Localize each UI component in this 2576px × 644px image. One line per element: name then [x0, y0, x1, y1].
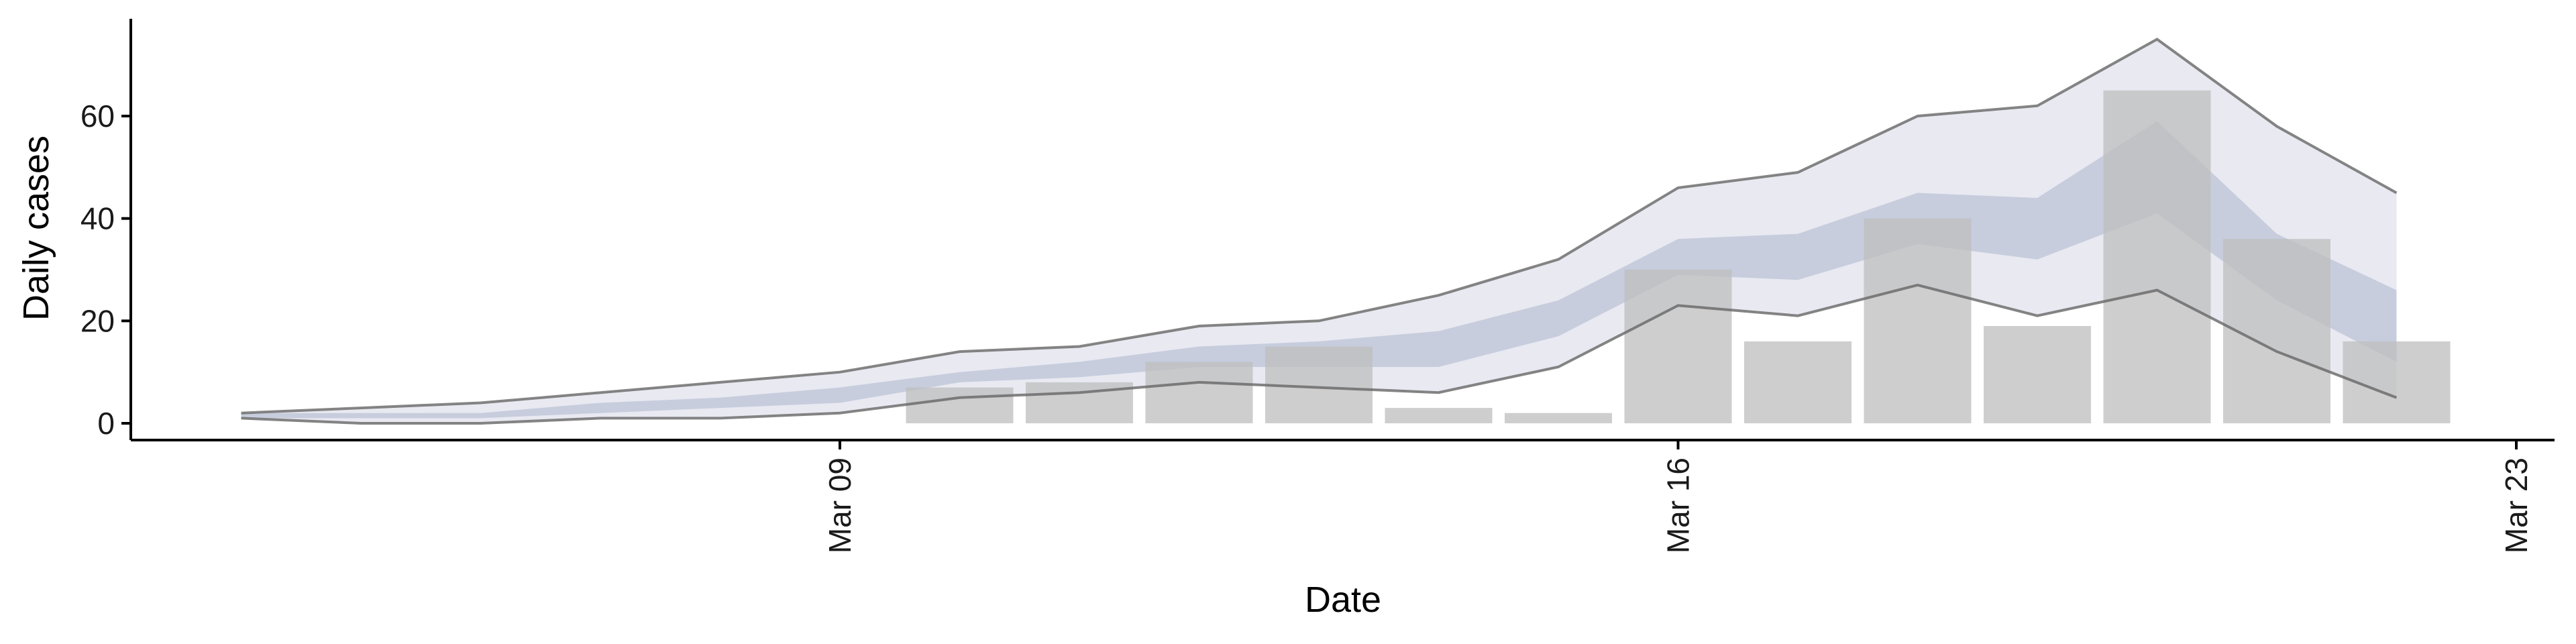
bar-2020-03-17	[1744, 341, 1851, 423]
bar-2020-03-20	[2103, 90, 2211, 424]
y-tick-label-0: 0	[97, 406, 115, 441]
bar-2020-03-21	[2223, 239, 2330, 423]
x-tick-label-mar-16: Mar 16	[1661, 458, 1696, 553]
bar-2020-03-22	[2343, 341, 2451, 423]
bar-2020-03-10	[906, 387, 1014, 423]
y-tick-label-60: 60	[80, 99, 115, 133]
bar-2020-03-16	[1624, 270, 1732, 423]
bar-2020-03-12	[1145, 362, 1253, 423]
y-axis-title: Daily cases	[16, 136, 56, 321]
upper-interval-line	[241, 38, 2398, 415]
y-tick-label-40: 40	[80, 201, 115, 236]
bar-2020-03-19	[1984, 326, 2091, 423]
x-axis-title: Date	[1305, 580, 1381, 620]
x-tick-label-mar-23: Mar 23	[2499, 458, 2534, 553]
y-tick-label-20: 20	[80, 303, 115, 338]
bar-2020-03-18	[1864, 218, 1972, 423]
bar-2020-03-14	[1385, 408, 1493, 423]
lower-interval-line	[241, 283, 2398, 425]
interval-lines	[241, 38, 2398, 425]
x-tick-label-mar-09: Mar 09	[822, 458, 857, 553]
axes: 0 20 40 60 Mar 09 Mar 16 Mar 23	[80, 19, 2555, 553]
bar-2020-03-15	[1505, 413, 1612, 423]
